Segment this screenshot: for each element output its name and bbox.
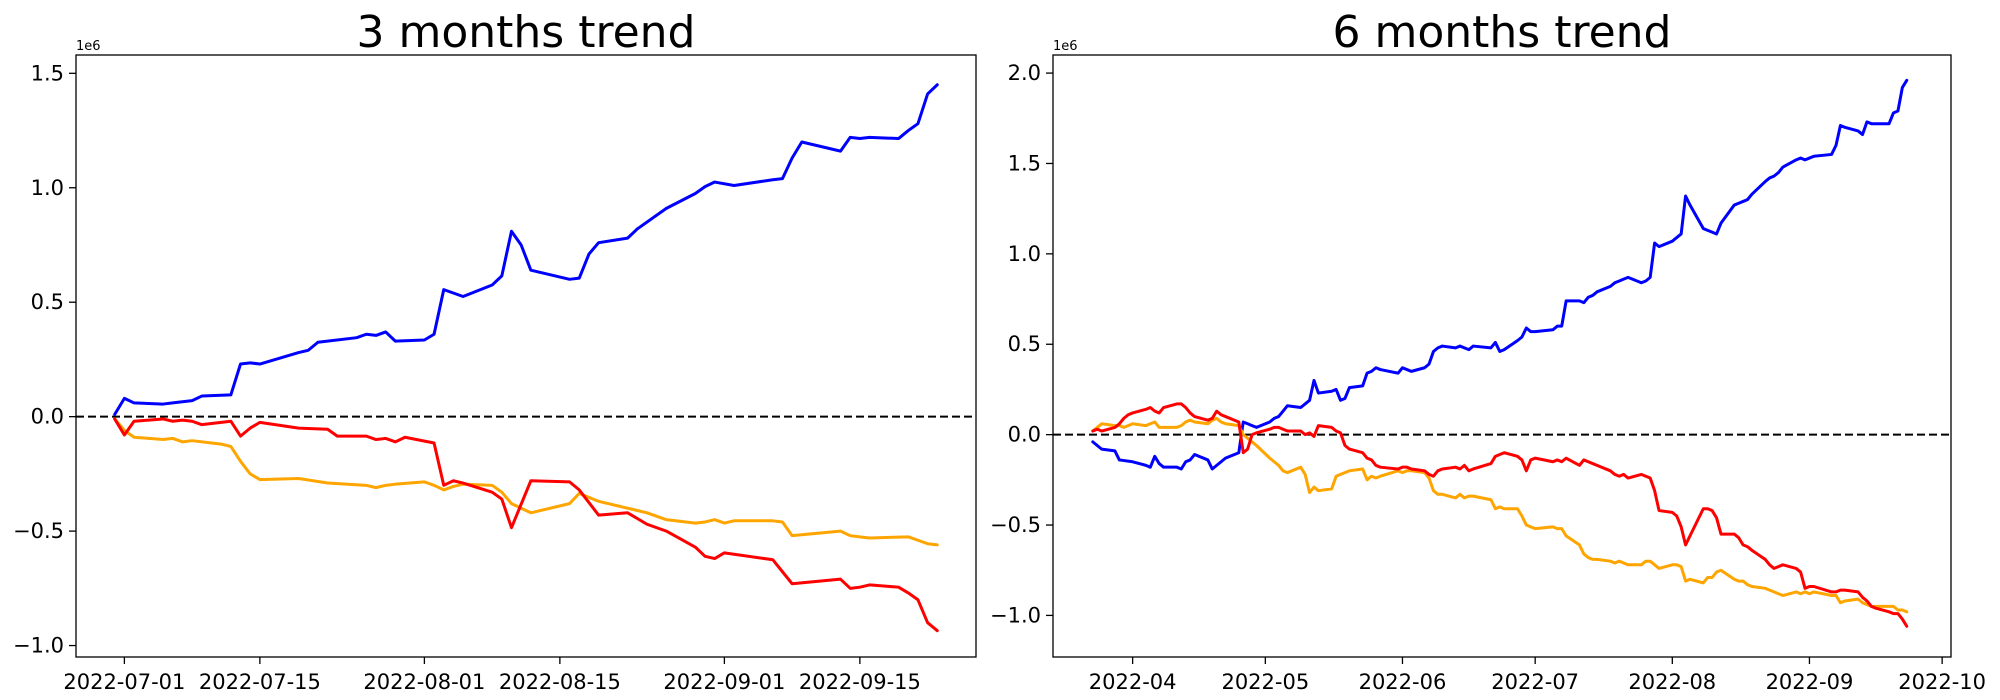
y-tick-label: 0.0 — [31, 405, 64, 429]
y-tick-label: 1.0 — [31, 176, 64, 200]
series-line-orange — [1091, 416, 1909, 614]
y-tick-label: 1.0 — [1008, 242, 1041, 266]
x-tick-label: 2022-06 — [1359, 670, 1447, 694]
axes-frame — [75, 54, 977, 658]
y-offset-label: 1e6 — [76, 39, 101, 54]
x-tick-label: 2022-07 — [1491, 670, 1579, 694]
x-tick-label: 2022-07-01 — [63, 670, 185, 694]
x-tick-label: 2022-09-01 — [663, 670, 785, 694]
x-tick-label: 2022-05 — [1221, 670, 1309, 694]
x-tick-label: 2022-08-15 — [499, 670, 621, 694]
y-tick-label: −1.0 — [990, 603, 1041, 627]
y-tick-label: −1.0 — [13, 634, 64, 658]
y-tick-label: 0.0 — [1008, 423, 1041, 447]
y-tick-label: 0.5 — [1008, 332, 1041, 356]
x-tick-label: 2022-10 — [1898, 670, 1986, 694]
x-tick-label: 2022-09-15 — [799, 670, 921, 694]
x-tick-label: 2022-07-15 — [199, 670, 321, 694]
y-offset-label: 1e6 — [1053, 39, 1078, 54]
series-line-red — [113, 417, 939, 633]
series-line-orange — [113, 417, 939, 547]
axes-frame — [1052, 54, 1952, 658]
chart-6-months: 6 months trend 1e6 2022-04 2022-05 2022-06… — [990, 7, 1986, 694]
y-tick-label: 0.5 — [31, 290, 64, 314]
x-tick-label: 2022-04 — [1089, 670, 1177, 694]
series-line-blue — [1091, 78, 1909, 471]
chart-3-months: 3 months trend 1e6 2022-07-01 2022-07-15 2… — [13, 7, 977, 694]
x-tick-label: 2022-09 — [1766, 670, 1854, 694]
series-line-red — [1091, 402, 1909, 628]
chart-title: 6 months trend — [1333, 7, 1672, 58]
series-line-blue — [113, 83, 939, 416]
y-tick-label: −0.5 — [990, 513, 1041, 537]
x-tick-label: 2022-08-01 — [363, 670, 485, 694]
y-tick-label: 1.5 — [1008, 151, 1041, 175]
y-tick-label: −0.5 — [13, 519, 64, 543]
x-tick-label: 2022-08 — [1628, 670, 1716, 694]
y-tick-label: 1.5 — [31, 61, 64, 85]
chart-title: 3 months trend — [357, 7, 696, 58]
y-tick-label: 2.0 — [1008, 61, 1041, 85]
